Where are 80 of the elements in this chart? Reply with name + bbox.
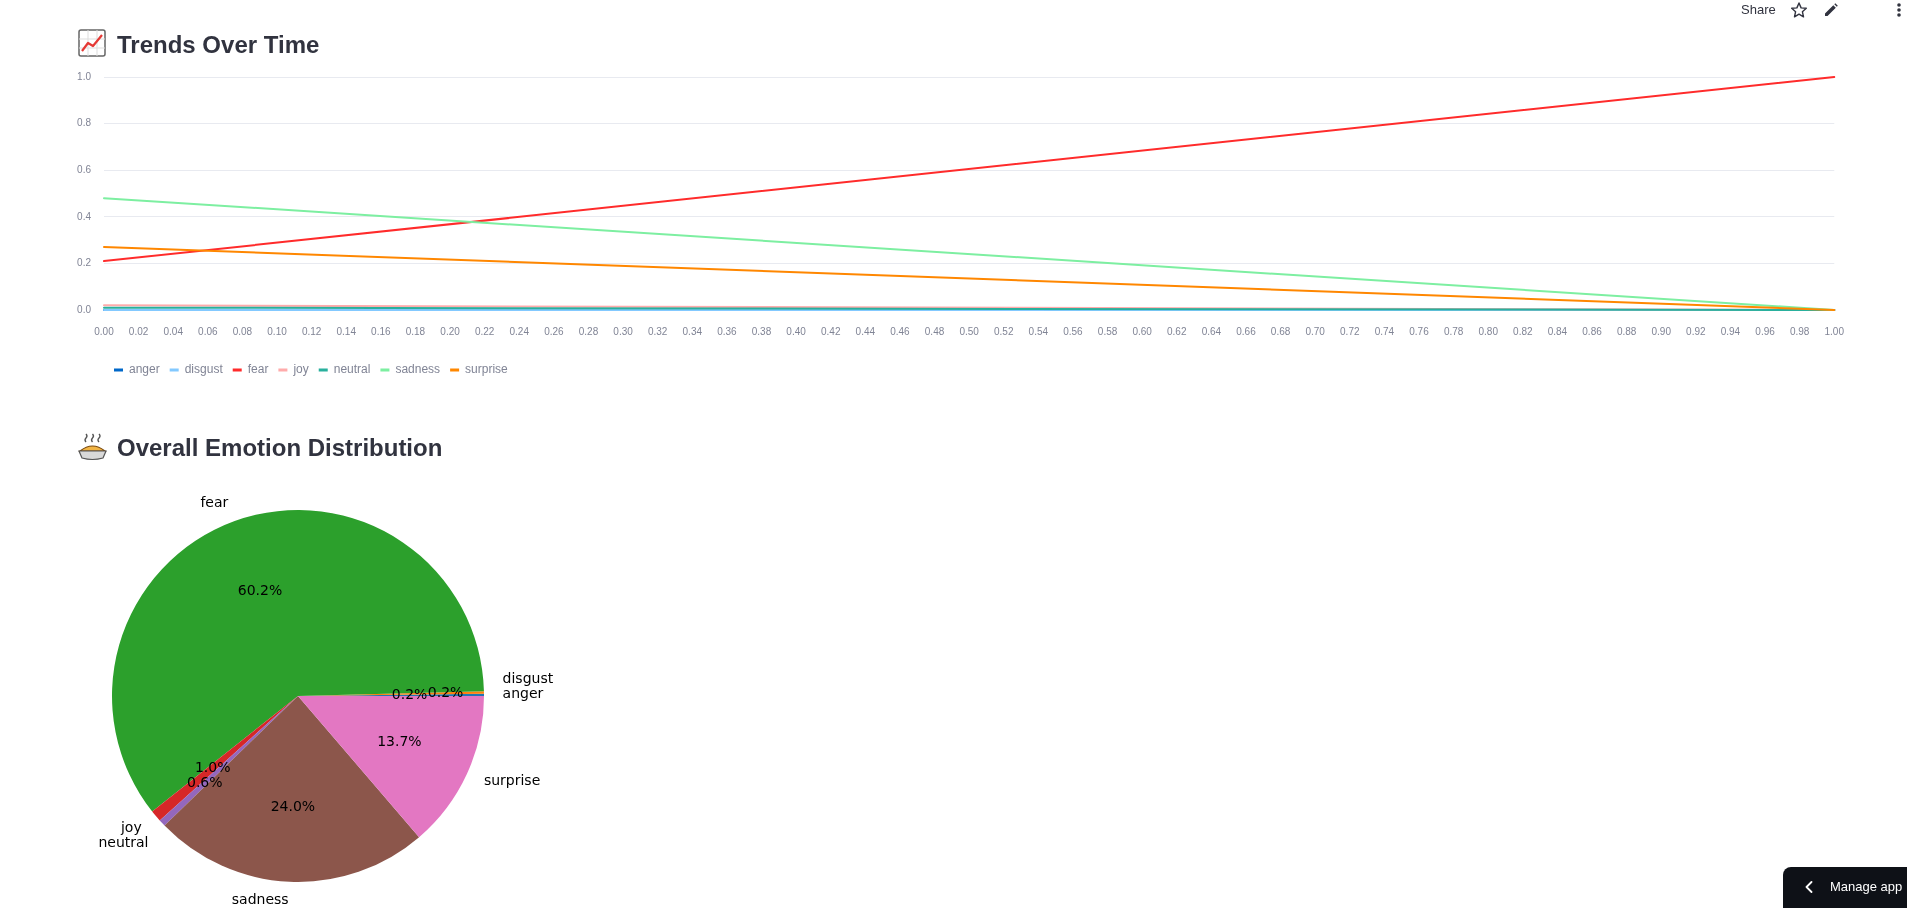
x-tick-label: 0.00 <box>94 325 115 337</box>
slice-label: neutral <box>98 834 149 851</box>
x-tick-label: 0.56 <box>1063 325 1084 337</box>
x-tick-label: 0.30 <box>613 325 634 337</box>
x-tick-label: 0.24 <box>509 325 530 337</box>
slice-label: joy <box>119 818 142 835</box>
x-tick-label: 0.96 <box>1755 325 1776 337</box>
x-tick-label: 0.12 <box>301 325 322 337</box>
x-tick-label: 0.18 <box>405 325 426 337</box>
x-tick-label: 0.22 <box>474 325 495 337</box>
x-tick-label: 0.64 <box>1201 325 1222 337</box>
x-tick-label: 1.00 <box>1824 325 1845 337</box>
x-tick-label: 0.16 <box>371 325 392 337</box>
data-label: 1.0% <box>194 758 231 775</box>
legend-label: fear <box>247 362 269 377</box>
x-tick-label: 0.44 <box>855 325 876 337</box>
x-tick-label: 0.26 <box>544 325 565 337</box>
x-tick-label: 0.46 <box>890 325 911 337</box>
x-tick-label: 0.78 <box>1443 325 1464 337</box>
y-tick-label: 0.2 <box>77 257 92 269</box>
x-tick-label: 0.52 <box>994 325 1014 337</box>
x-tick-label: 0.34 <box>682 325 703 337</box>
y-tick-label: 0.4 <box>77 210 92 222</box>
slice-label: anger <box>502 685 544 702</box>
data-label: 24.0% <box>270 798 316 815</box>
x-tick-label: 0.14 <box>336 325 357 337</box>
legend-label: disgust <box>184 362 224 377</box>
y-tick-label: 0.6 <box>77 163 92 175</box>
chart-title: Overall Emotion Distribution <box>117 434 443 461</box>
x-tick-label: 0.38 <box>751 325 772 337</box>
x-tick-label: 0.66 <box>1236 325 1257 337</box>
x-tick-label: 0.58 <box>1097 325 1118 337</box>
slice-label: surprise <box>483 772 541 789</box>
x-tick-label: 0.50 <box>959 325 980 337</box>
x-tick-label: 0.68 <box>1270 325 1291 337</box>
x-tick-label: 0.28 <box>578 325 599 337</box>
x-tick-label: 0.06 <box>198 325 218 337</box>
legend-label: neutral <box>333 362 371 377</box>
y-tick-label: 0.8 <box>77 117 92 129</box>
x-tick-label: 0.72 <box>1340 325 1360 337</box>
x-tick-label: 0.82 <box>1513 325 1533 337</box>
x-tick-label: 0.40 <box>786 325 807 337</box>
x-tick-label: 0.70 <box>1305 325 1326 337</box>
slice-label: sadness <box>231 891 289 908</box>
x-tick-label: 0.60 <box>1132 325 1153 337</box>
x-tick-label: 0.90 <box>1651 325 1672 337</box>
data-label: 0.2% <box>427 683 464 700</box>
x-tick-label: 0.76 <box>1409 325 1430 337</box>
x-tick-label: 0.62 <box>1167 325 1187 337</box>
x-tick-label: 0.48 <box>924 325 945 337</box>
x-tick-label: 0.42 <box>820 325 841 337</box>
legend-label: joy <box>292 362 309 377</box>
x-tick-label: 0.74 <box>1374 325 1395 337</box>
x-tick-label: 0.80 <box>1478 325 1499 337</box>
x-tick-label: 0.32 <box>647 325 668 337</box>
x-tick-label: 0.86 <box>1582 325 1603 337</box>
y-tick-label: 0.0 <box>77 303 92 315</box>
legend-label: anger <box>129 362 160 377</box>
text: Share <box>1741 2 1776 18</box>
chart-title: Trends Over Time <box>117 31 320 58</box>
x-tick-label: 0.08 <box>232 325 253 337</box>
data-label: 60.2% <box>237 581 283 598</box>
x-tick-label: 0.02 <box>128 325 149 337</box>
x-tick-label: 0.84 <box>1547 325 1568 337</box>
manage-app-button: Manage app <box>1783 867 1907 908</box>
slice-label: disgust <box>502 669 554 686</box>
x-tick-label: 0.10 <box>267 325 288 337</box>
legend-label: surprise <box>465 362 509 377</box>
x-tick-label: 0.54 <box>1028 325 1049 337</box>
x-tick-label: 0.98 <box>1789 325 1810 337</box>
x-tick-label: 0.88 <box>1616 325 1637 337</box>
data-label: 13.7% <box>377 733 422 750</box>
x-tick-label: 0.20 <box>440 325 461 337</box>
x-tick-label: 0.94 <box>1720 325 1741 337</box>
legend-label: sadness <box>395 362 441 377</box>
x-tick-label: 0.36 <box>717 325 738 337</box>
x-tick-label: 0.04 <box>163 325 184 337</box>
slice-label: fear <box>200 494 229 511</box>
y-tick-label: 1.0 <box>77 70 92 82</box>
x-tick-label: 0.92 <box>1686 325 1707 337</box>
